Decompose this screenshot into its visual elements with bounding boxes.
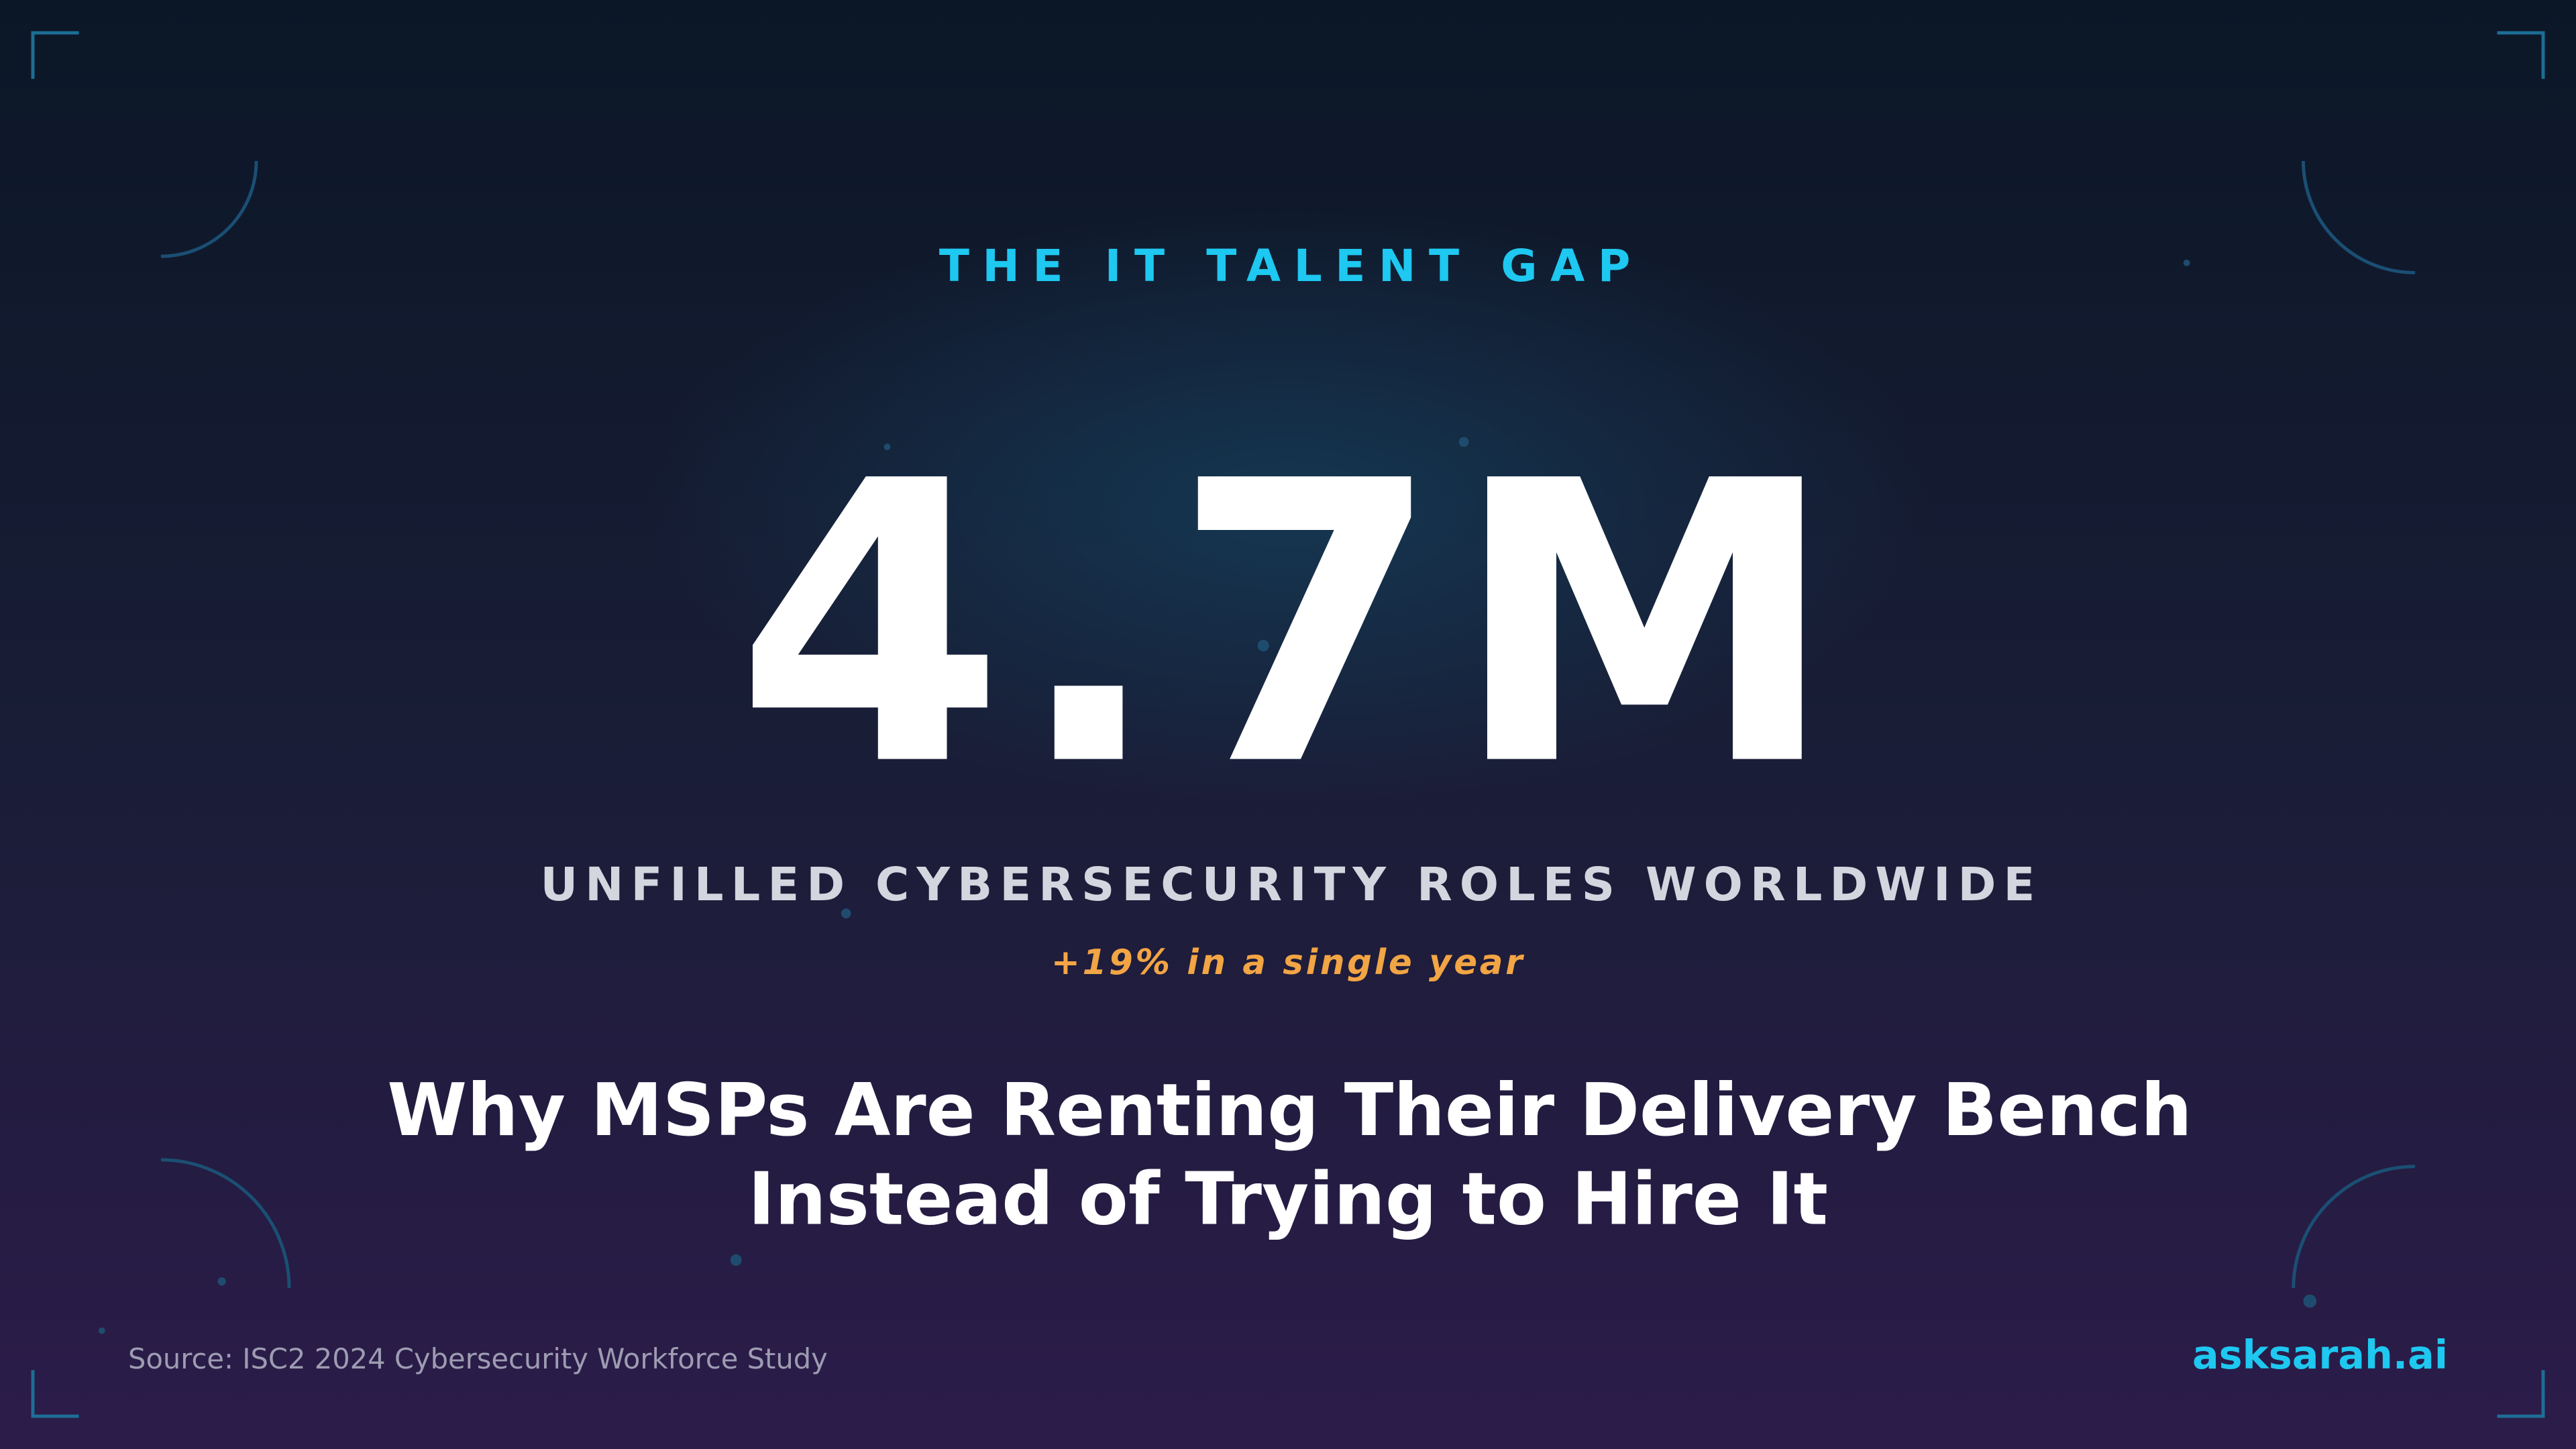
change: +19% in a single year bbox=[1051, 943, 1525, 983]
corner-brackets bbox=[31, 31, 2545, 1418]
stat-label: UNFILLED CYBERSECURITY ROLES WORLDWIDE bbox=[540, 858, 2042, 912]
headline-line: Why MSPs Are Renting Their Delivery Benc… bbox=[387, 1069, 2192, 1152]
brand: asksarah.ai bbox=[2192, 1332, 2448, 1378]
glow bbox=[368, 164, 2208, 1019]
stat: 4.7M bbox=[735, 400, 1847, 851]
source: Source: ISC2 2024 Cybersecurity Workforc… bbox=[128, 1342, 828, 1375]
eyebrow: THE IT TALENT GAP bbox=[939, 240, 1644, 292]
dots bbox=[98, 259, 2317, 1334]
corner-arcs bbox=[160, 160, 2416, 1289]
headline-line: Instead of Trying to Hire It bbox=[748, 1157, 1828, 1241]
